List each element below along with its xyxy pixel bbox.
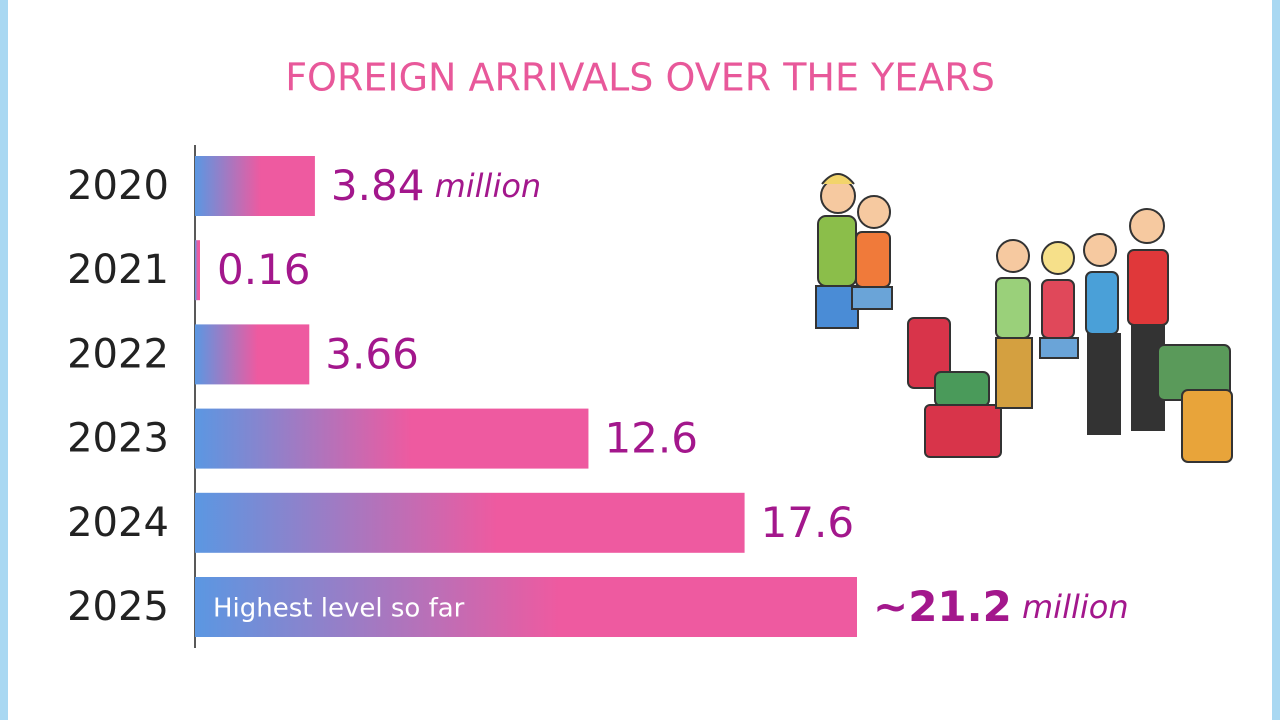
bar	[195, 408, 589, 469]
border-right	[1272, 0, 1280, 720]
annotation: Highest level so far	[213, 594, 465, 624]
bar	[195, 156, 315, 216]
value-label: 3.66	[325, 329, 419, 378]
value-label: 12.6	[604, 413, 698, 462]
value-label: 3.84 million	[331, 161, 541, 210]
y-tick-label: 2024	[67, 500, 169, 546]
value-label: 0.16	[217, 245, 311, 294]
bar	[195, 492, 745, 553]
border-left	[0, 0, 8, 720]
chart-title: FOREIGN ARRIVALS OVER THE YEARS	[285, 56, 995, 100]
y-tick-label: 2025	[67, 584, 169, 630]
y-tick-label: 2020	[67, 163, 169, 209]
bar	[195, 240, 200, 301]
y-tick-label: 2021	[67, 247, 169, 293]
value-label: ~21.2 million	[873, 582, 1129, 631]
bar	[195, 324, 310, 385]
illustration	[815, 173, 1233, 463]
y-tick-label: 2023	[67, 416, 169, 462]
value-label: 17.6	[761, 497, 855, 546]
bar	[195, 577, 857, 637]
y-tick-label: 2022	[67, 331, 169, 377]
